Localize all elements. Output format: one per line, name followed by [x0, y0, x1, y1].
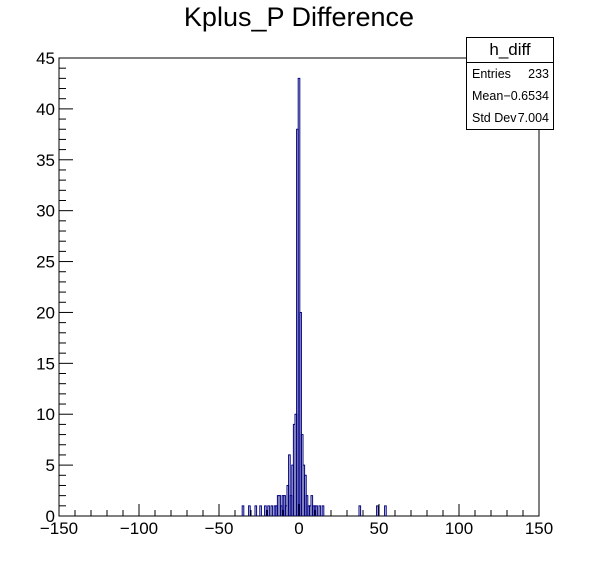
histogram-bin — [288, 454, 291, 516]
x-tick-label: −150 — [40, 519, 78, 538]
stats-row-mean: Mean −0.6534 — [467, 85, 553, 107]
histogram-bars — [241, 77, 387, 516]
histogram-bin — [376, 505, 379, 516]
histogram-bin — [264, 505, 267, 516]
histogram-bin — [384, 505, 387, 516]
histogram-bin — [259, 505, 262, 516]
histogram-bin — [297, 77, 301, 516]
histogram-bin — [270, 505, 274, 516]
y-tick-label: 20 — [36, 303, 55, 322]
chart-title: Kplus_P Difference — [183, 2, 415, 32]
stats-value: −0.6534 — [503, 89, 549, 103]
y-tick-label: 25 — [36, 253, 55, 272]
stats-box: h_diff Entries 233 Mean −0.6534 Std Dev … — [466, 37, 554, 130]
x-tick-label: 100 — [445, 519, 473, 538]
histogram-bin — [318, 505, 322, 516]
histogram-bin — [321, 505, 325, 516]
y-tick-label: 15 — [36, 354, 55, 373]
y-tick-label: 5 — [46, 456, 55, 475]
x-tick-label: −50 — [205, 519, 234, 538]
histogram-bin — [299, 311, 302, 516]
y-tick-label: 40 — [36, 100, 55, 119]
stats-row-stddev: Std Dev 7.004 — [467, 107, 553, 129]
histogram-bin — [248, 505, 251, 516]
y-axis: 0 5 10 15 20 25 30 35 40 45 — [36, 49, 73, 526]
stats-label: Std Dev — [472, 111, 517, 125]
x-axis: −150 −100 −50 0 50 100 150 — [40, 504, 553, 538]
histogram-bin — [254, 505, 258, 516]
histogram-bin — [241, 505, 245, 516]
x-tick-label: 150 — [525, 519, 553, 538]
stats-label: Entries — [472, 67, 511, 81]
histogram-bin — [358, 505, 362, 516]
y-tick-label: 35 — [36, 151, 55, 170]
y-tick-label: 10 — [36, 405, 55, 424]
x-tick-label: 0 — [294, 519, 303, 538]
stats-row-entries: Entries 233 — [467, 63, 553, 85]
x-tick-label: 50 — [370, 519, 389, 538]
stats-box-title: h_diff — [467, 38, 553, 63]
y-tick-label: 30 — [36, 202, 55, 221]
stats-label: Mean — [472, 89, 504, 103]
y-tick-label: 45 — [36, 49, 55, 68]
stats-value: 233 — [528, 67, 549, 81]
y-tick-label: 0 — [46, 507, 55, 526]
stats-value: 7.004 — [517, 111, 549, 125]
x-tick-label: −100 — [120, 519, 158, 538]
histogram-bin — [315, 505, 318, 516]
histogram-bin — [267, 505, 270, 516]
